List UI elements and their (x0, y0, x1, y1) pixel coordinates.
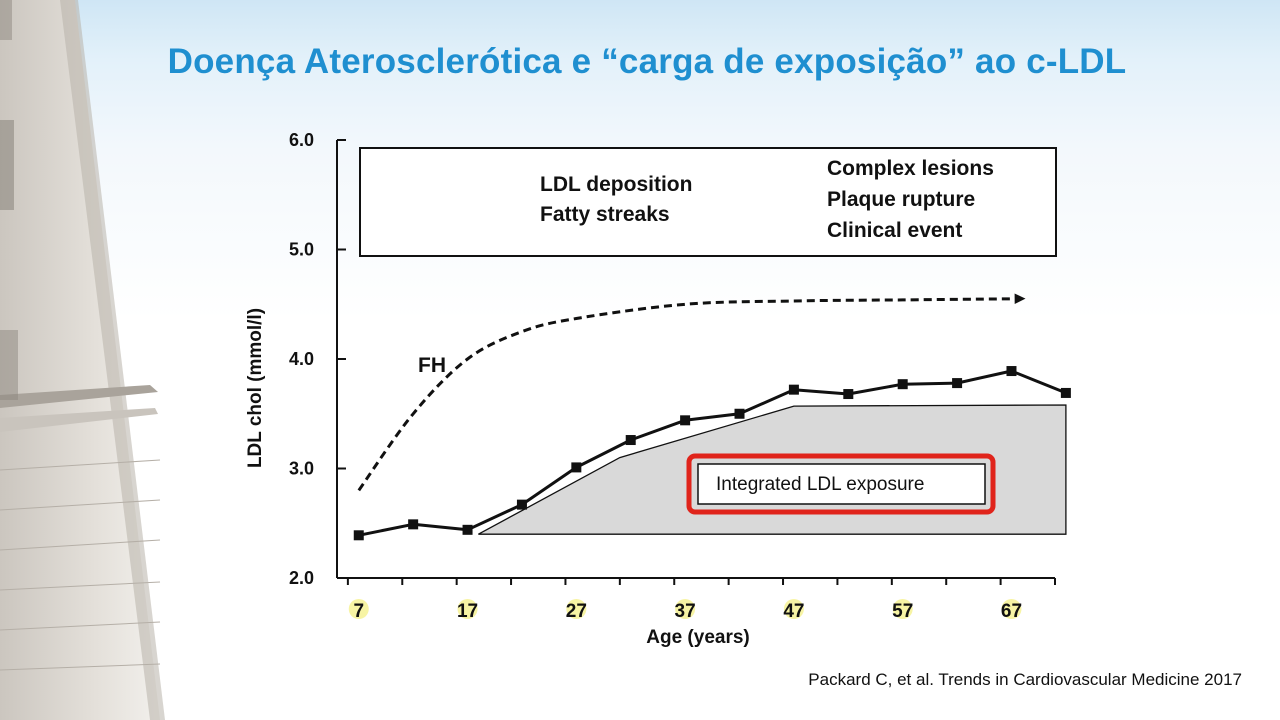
annotation-right-line-1: Complex lesions (827, 157, 994, 180)
annotation-left-line-2: Fatty streaks (540, 203, 670, 226)
ldl-data-point (516, 499, 527, 510)
x-tick-highlight (1001, 599, 1022, 619)
exposure-label-highlight-box (686, 453, 996, 515)
y-tick-label: 4.0 (289, 349, 314, 369)
y-tick-label: 3.0 (289, 459, 314, 479)
exposure-label: Integrated LDL exposure (716, 474, 924, 495)
ldl-data-point (353, 530, 364, 541)
fh-series-line (357, 297, 1012, 492)
ldl-data-point (571, 462, 582, 473)
y-tick-label: 6.0 (289, 130, 314, 150)
ldl-data-point (897, 379, 908, 390)
annotation-box (359, 147, 1057, 257)
ldl-data-point (408, 519, 419, 530)
ldl-data-point (680, 415, 691, 426)
x-tick-highlight (457, 599, 478, 619)
x-tick-label: 17 (457, 601, 478, 622)
ldl-data-point (843, 389, 854, 400)
y-tick-label: 2.0 (289, 568, 314, 588)
x-axis-label: Age (years) (646, 627, 750, 648)
y-tick-label: 5.0 (289, 240, 314, 260)
x-tick-highlight (348, 599, 369, 619)
y-axis-label: LDL chol (mmol/l) (245, 308, 266, 468)
x-tick-highlight (675, 599, 696, 619)
ldl-data-point (1006, 366, 1017, 377)
ldl-data-point (952, 378, 963, 389)
ldl-data-point (462, 524, 473, 535)
ldl-data-point (625, 435, 636, 446)
exposure-label-box (697, 463, 986, 505)
fh-arrowhead (1014, 293, 1026, 304)
annotation-left-line-1: LDL deposition (540, 173, 692, 196)
x-tick-label: 57 (892, 601, 913, 622)
x-tick-highlight (892, 599, 913, 619)
ldl-series-line (358, 369, 1067, 537)
x-tick-label: 37 (675, 601, 696, 622)
x-tick-label: 7 (353, 601, 364, 622)
annotation-right-line-3: Clinical event (827, 219, 962, 242)
x-tick-label: 47 (783, 601, 804, 622)
ldl-data-point (734, 408, 745, 419)
ldl-data-point (788, 384, 799, 395)
citation: Packard C, et al. Trends in Cardiovascul… (808, 670, 1242, 689)
x-tick-label: 67 (1001, 601, 1022, 622)
building-facade-image (0, 0, 165, 720)
annotation-right-line-2: Plaque rupture (827, 188, 975, 211)
slide-title: Doença Aterosclerótica e “carga de expos… (167, 42, 1127, 81)
x-tick-highlight (566, 599, 587, 619)
fh-label: FH (418, 354, 446, 377)
x-tick-highlight (783, 599, 804, 619)
x-tick-label: 27 (566, 601, 587, 622)
ldl-data-point (1060, 387, 1071, 398)
